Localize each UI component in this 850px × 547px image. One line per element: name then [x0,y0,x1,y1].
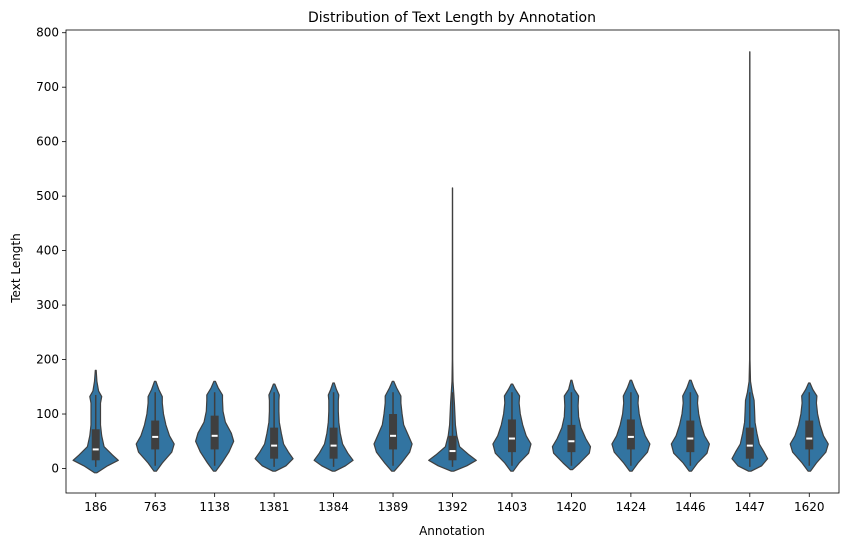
violin-iqr-box [507,419,516,453]
violin-763 [135,380,175,472]
violin-iqr-box [210,415,219,450]
x-tick-label: 1138 [199,500,230,514]
x-tick-label: 763 [144,500,167,514]
violin-body [731,51,769,472]
violin-1384 [313,382,354,472]
y-axis-label: Text Length [9,233,23,303]
y-tick-label: 400 [36,244,59,258]
x-tick-label: 1392 [437,500,468,514]
violin-1424 [611,379,651,472]
y-axis-ticks: 0 100 200 300 400 500 600 700 800 [36,26,66,475]
y-tick-label: 100 [36,407,59,421]
violin-1620 [789,382,829,472]
violins-group [72,51,829,474]
violin-iqr-box [151,420,160,450]
x-axis-ticks: 186 763 1138 1381 1384 1389 1392 1403 1420 1424 14… [84,493,825,514]
y-tick-label: 700 [36,80,59,94]
x-tick-label: 1381 [259,500,290,514]
x-axis-label: Annotation [419,524,485,538]
violin-body [428,187,477,472]
violin-iqr-box [745,427,754,459]
chart-title: Distribution of Text Length by Annotatio… [308,10,596,26]
x-tick-label: 1620 [794,500,825,514]
violin-186 [72,369,119,474]
violin-iqr-box [329,427,338,459]
y-tick-label: 600 [36,135,59,149]
y-tick-label: 800 [36,26,59,40]
violin-1389 [373,380,413,472]
x-tick-label: 186 [84,500,107,514]
violin-iqr-box [686,420,695,453]
x-tick-label: 1389 [378,500,409,514]
violin-iqr-box [448,435,457,461]
y-tick-label: 200 [36,353,59,367]
violin-iqr-box [805,420,814,450]
x-tick-label: 1384 [318,500,349,514]
violin-iqr-box [626,419,635,450]
y-tick-label: 500 [36,189,59,203]
x-tick-label: 1447 [735,500,766,514]
violin-iqr-box [91,429,100,461]
violin-1446 [670,379,710,472]
violin-1138 [195,380,235,472]
violin-1392 [428,187,477,472]
violin-1447 [731,51,769,472]
x-tick-label: 1420 [556,500,587,514]
plot-frame [65,29,840,494]
x-tick-label: 1403 [497,500,528,514]
x-tick-label: 1424 [616,500,647,514]
x-tick-label: 1446 [675,500,706,514]
violin-1403 [492,383,532,472]
violin-1381 [254,383,294,472]
y-tick-label: 0 [51,461,59,475]
violin-iqr-box [270,427,279,459]
violin-iqr-box [567,424,576,453]
violin-1420 [551,379,592,471]
y-tick-label: 300 [36,298,59,312]
violin-iqr-box [389,414,398,450]
